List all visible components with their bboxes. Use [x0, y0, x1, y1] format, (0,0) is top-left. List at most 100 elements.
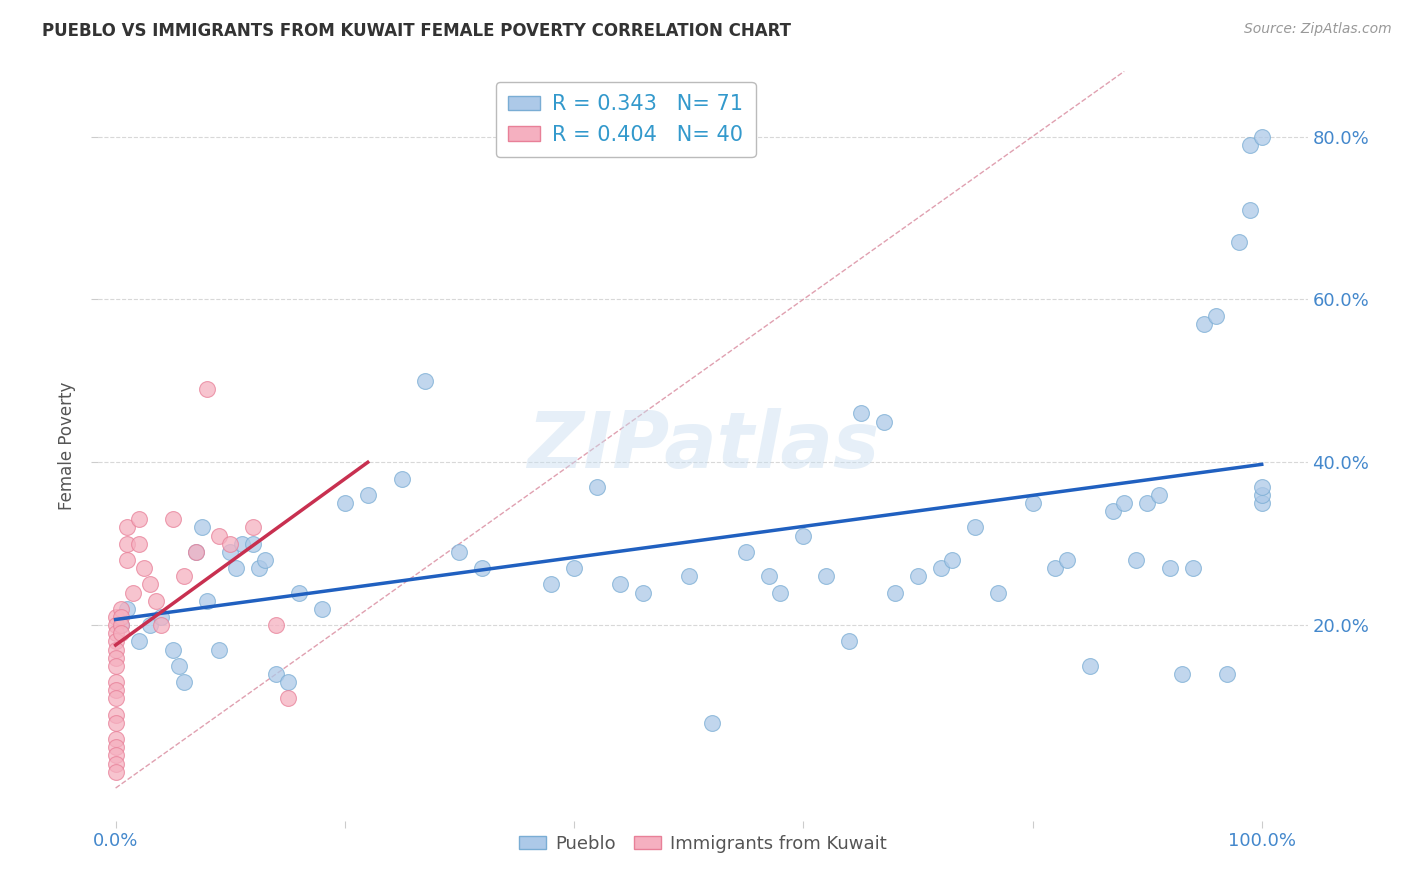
Point: [195, 382, 218, 396]
Point: [104, 626, 127, 640]
Point: [219, 537, 242, 551]
Point: [1045, 561, 1067, 575]
Point: [162, 512, 184, 526]
Point: [277, 691, 299, 706]
Point: [884, 585, 907, 599]
Point: [1227, 235, 1250, 250]
Point: [208, 528, 231, 542]
Point: [735, 545, 758, 559]
Point: [815, 569, 838, 583]
Text: ZIPatlas: ZIPatlas: [527, 408, 879, 484]
Point: [190, 520, 212, 534]
Point: [104, 732, 127, 747]
Legend: Pueblo, Immigrants from Kuwait: Pueblo, Immigrants from Kuwait: [512, 828, 894, 860]
Point: [110, 602, 132, 616]
Point: [1250, 496, 1272, 510]
Text: PUEBLO VS IMMIGRANTS FROM KUWAIT FEMALE POVERTY CORRELATION CHART: PUEBLO VS IMMIGRANTS FROM KUWAIT FEMALE …: [42, 22, 792, 40]
Point: [586, 480, 609, 494]
Point: [631, 585, 654, 599]
Point: [1147, 488, 1170, 502]
Point: [134, 561, 156, 575]
Point: [792, 528, 814, 542]
Point: [150, 610, 173, 624]
Point: [128, 512, 150, 526]
Point: [1250, 488, 1272, 502]
Text: Source: ZipAtlas.com: Source: ZipAtlas.com: [1244, 22, 1392, 37]
Point: [311, 602, 333, 616]
Point: [1194, 317, 1216, 331]
Point: [195, 593, 218, 607]
Point: [115, 537, 138, 551]
Point: [242, 537, 264, 551]
Point: [121, 585, 143, 599]
Point: [104, 618, 127, 632]
Point: [1056, 553, 1078, 567]
Point: [872, 415, 894, 429]
Point: [145, 593, 167, 607]
Point: [1239, 137, 1261, 152]
Point: [769, 585, 792, 599]
Point: [838, 634, 860, 648]
Point: [1159, 561, 1181, 575]
Point: [700, 715, 723, 730]
Point: [110, 618, 132, 632]
Point: [110, 618, 132, 632]
Point: [391, 472, 413, 486]
Point: [128, 634, 150, 648]
Point: [471, 561, 494, 575]
Point: [1125, 553, 1147, 567]
Point: [1170, 667, 1192, 681]
Point: [162, 642, 184, 657]
Point: [1250, 480, 1272, 494]
Point: [104, 634, 127, 648]
Point: [288, 585, 311, 599]
Point: [247, 561, 270, 575]
Point: [242, 520, 264, 534]
Point: [104, 764, 127, 779]
Point: [173, 675, 195, 690]
Point: [1205, 309, 1227, 323]
Point: [110, 626, 132, 640]
Point: [1021, 496, 1043, 510]
Point: [104, 683, 127, 698]
Y-axis label: Female Poverty: Female Poverty: [58, 382, 76, 510]
Point: [357, 488, 380, 502]
Point: [104, 659, 127, 673]
Point: [1216, 667, 1239, 681]
Point: [1239, 202, 1261, 217]
Point: [678, 569, 700, 583]
Point: [104, 691, 127, 706]
Point: [115, 520, 138, 534]
Point: [104, 748, 127, 763]
Point: [115, 553, 138, 567]
Point: [110, 610, 132, 624]
Point: [1078, 659, 1101, 673]
Point: [1181, 561, 1204, 575]
Point: [1250, 129, 1272, 144]
Point: [929, 561, 952, 575]
Point: [150, 618, 173, 632]
Point: [139, 577, 162, 591]
Point: [231, 537, 253, 551]
Point: [184, 545, 207, 559]
Point: [941, 553, 963, 567]
Point: [253, 553, 276, 567]
Point: [907, 569, 929, 583]
Point: [173, 569, 195, 583]
Point: [104, 650, 127, 665]
Point: [104, 610, 127, 624]
Point: [208, 642, 231, 657]
Point: [184, 545, 207, 559]
Point: [849, 406, 872, 420]
Point: [167, 659, 190, 673]
Point: [758, 569, 780, 583]
Point: [115, 602, 138, 616]
Point: [333, 496, 356, 510]
Point: [413, 374, 436, 388]
Point: [965, 520, 987, 534]
Point: [277, 675, 299, 690]
Point: [1136, 496, 1159, 510]
Point: [609, 577, 631, 591]
Point: [540, 577, 562, 591]
Point: [1114, 496, 1136, 510]
